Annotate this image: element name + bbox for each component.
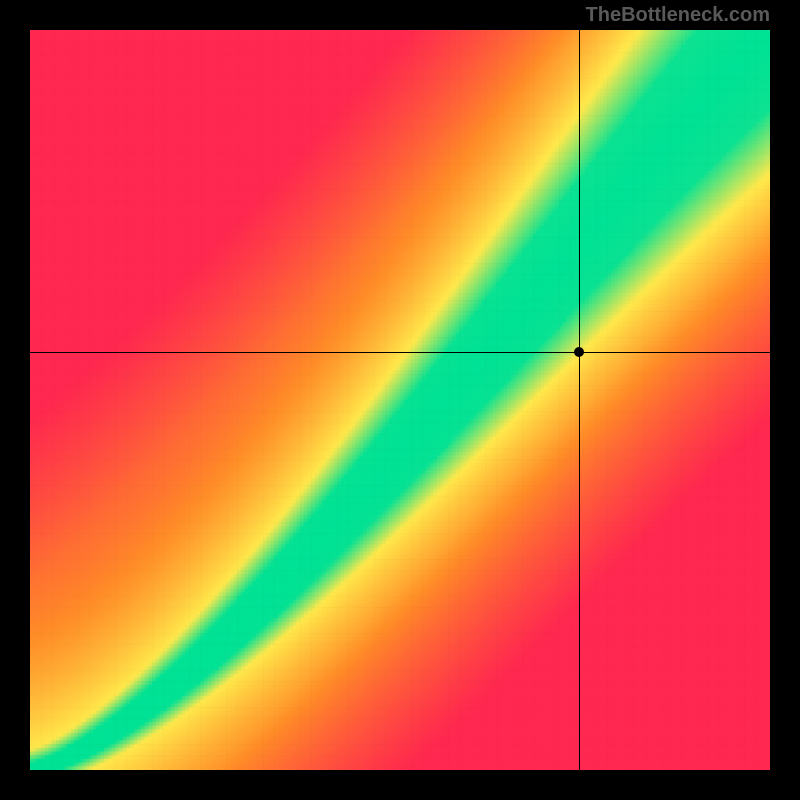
target-point (574, 347, 584, 357)
attribution-text: TheBottleneck.com (586, 4, 770, 27)
crosshair-horizontal (30, 352, 770, 353)
heatmap-canvas (30, 30, 770, 770)
plot-area (30, 30, 770, 770)
crosshair-vertical (579, 30, 580, 770)
chart-container: TheBottleneck.com (0, 0, 800, 800)
